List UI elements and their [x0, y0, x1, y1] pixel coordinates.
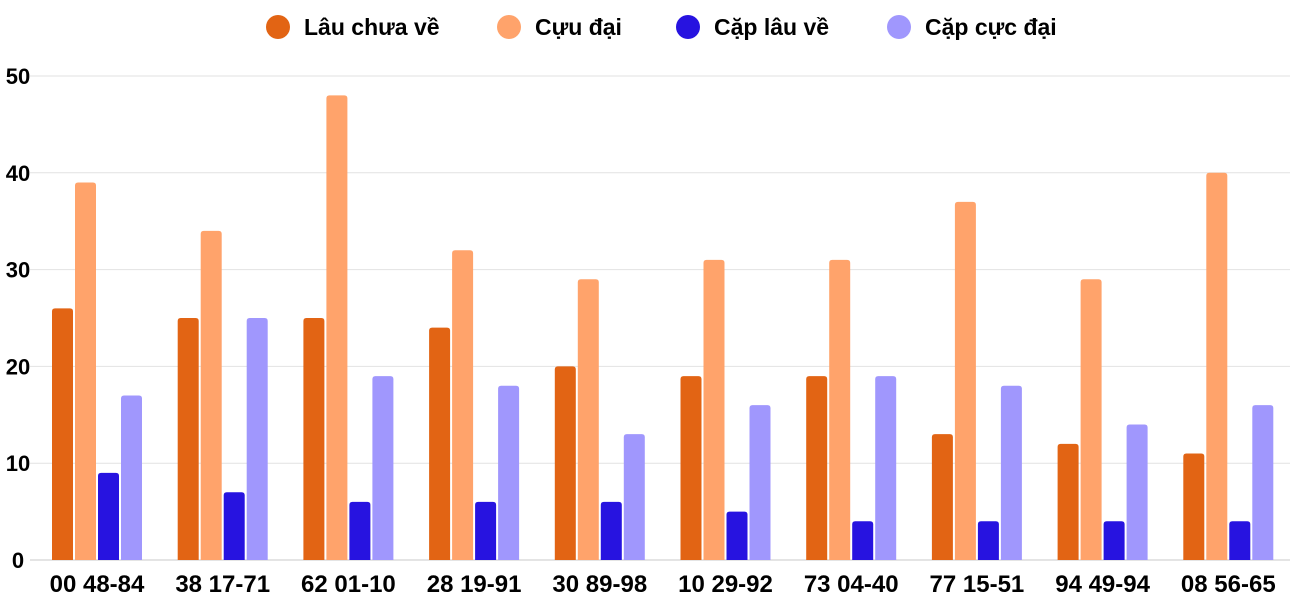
bar-lâu-chưa-về [931, 434, 953, 560]
bars [52, 95, 1274, 561]
legend-marker [887, 15, 911, 39]
bar-lâu-chưa-về [680, 376, 702, 560]
bar-cặp-lâu-về [349, 501, 371, 560]
bar-cặp-cực-đại [749, 405, 771, 560]
bar-cựu-đại [703, 259, 725, 560]
bar-cựu-đại [1080, 279, 1102, 560]
y-tick-label: 30 [6, 258, 30, 283]
bar-cặp-lâu-về [223, 492, 245, 560]
bar-lâu-chưa-về [303, 318, 325, 560]
bar-lâu-chưa-về [177, 318, 199, 560]
bar-lâu-chưa-về [429, 327, 451, 560]
y-tick-label: 20 [6, 354, 30, 379]
y-tick-label: 40 [6, 161, 30, 186]
bar-lâu-chưa-về [1183, 453, 1205, 560]
bar-cựu-đại [1206, 172, 1228, 561]
y-axis: 0 10 20 30 40 50 [6, 64, 30, 573]
x-tick-label: 94 49-94 [1055, 571, 1150, 598]
bar-cặp-lâu-về [977, 521, 999, 560]
bar-cặp-cực-đại [875, 376, 897, 560]
legend: Lâu chưa về Cựu đại Cặp lâu về Cặp cực đại [266, 14, 1057, 40]
legend-marker [266, 15, 290, 39]
bar-cặp-lâu-về [600, 501, 622, 560]
y-tick-label: 10 [6, 451, 30, 476]
legend-marker [676, 15, 700, 39]
bar-cựu-đại [829, 259, 851, 560]
bar-cặp-cực-đại [498, 385, 520, 560]
bar-cặp-cực-đại [121, 395, 142, 560]
bar-cặp-cực-đại [246, 318, 268, 560]
bar-lâu-chưa-về [554, 366, 576, 560]
bar-cặp-lâu-về [1103, 521, 1125, 560]
x-tick-label: 77 15-51 [930, 571, 1025, 598]
gridlines [30, 75, 1290, 561]
bar-cựu-đại [75, 182, 96, 561]
bar-lâu-chưa-về [52, 308, 73, 560]
bar-cặp-lâu-về [726, 511, 748, 560]
x-tick-label: 00 48-84 [50, 571, 145, 598]
x-tick-label: 73 04-40 [804, 571, 899, 598]
y-tick-label: 50 [6, 64, 30, 89]
bar-lâu-chưa-về [806, 376, 828, 560]
legend-marker [497, 15, 521, 39]
bar-cựu-đại [954, 201, 976, 560]
bar-cựu-đại [452, 250, 474, 561]
bar-cặp-cực-đại [1000, 385, 1022, 560]
bar-cựu-đại [326, 95, 348, 561]
x-tick-label: 62 01-10 [301, 571, 396, 598]
x-tick-label: 08 56-65 [1181, 571, 1276, 598]
bar-lâu-chưa-về [1057, 443, 1079, 560]
legend-label: Lâu chưa về [304, 14, 440, 40]
x-tick-label: 38 17-71 [175, 571, 270, 598]
bar-cặp-cực-đại [372, 376, 394, 560]
bar-cặp-lâu-về [1229, 521, 1251, 560]
bar-cặp-lâu-về [475, 501, 497, 560]
legend-label: Cặp lâu về [714, 14, 829, 40]
bar-cặp-lâu-về [98, 472, 119, 560]
x-axis: 00 48-84 38 17-71 62 01-10 28 19-91 30 89-98… [50, 571, 1276, 598]
x-tick-label: 28 19-91 [427, 571, 522, 598]
bar-cặp-cực-đại [1126, 424, 1148, 560]
bar-cựu-đại [577, 279, 599, 560]
bar-cặp-cực-đại [623, 434, 645, 560]
x-tick-label: 30 89-98 [552, 571, 647, 598]
legend-label: Cựu đại [535, 14, 622, 40]
bar-cặp-lâu-về [852, 521, 874, 560]
bar-cặp-cực-đại [1252, 405, 1274, 560]
bar-cựu-đại [200, 230, 222, 560]
x-tick-label: 10 29-92 [678, 571, 773, 598]
y-tick-label: 0 [12, 548, 24, 573]
legend-label: Cặp cực đại [925, 14, 1057, 40]
